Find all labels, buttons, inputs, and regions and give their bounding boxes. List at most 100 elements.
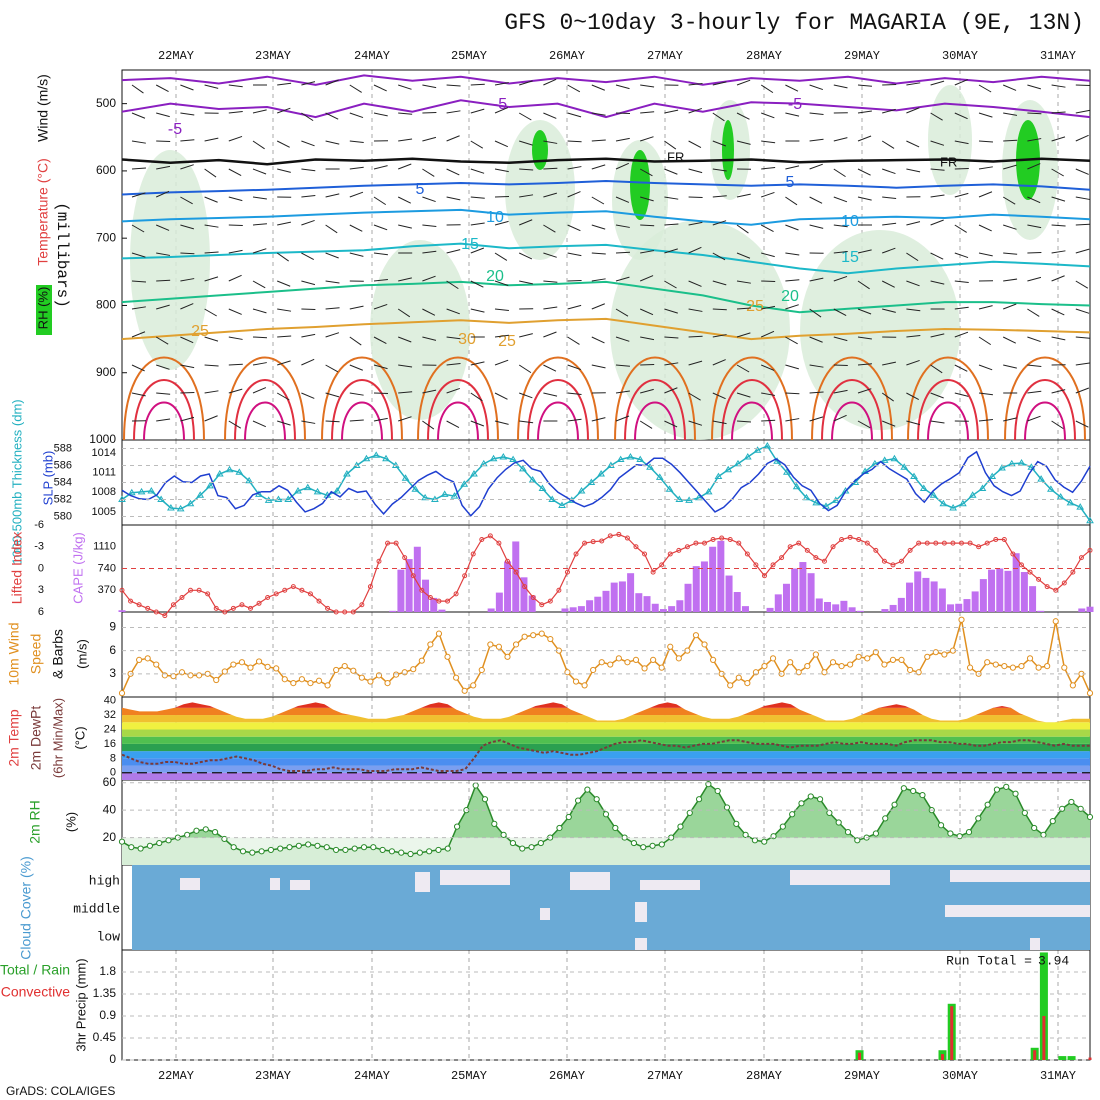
wind-barb (446, 387, 461, 394)
wind-barb (1003, 252, 1018, 255)
cape-bar (1012, 553, 1020, 612)
wind-barb (155, 336, 169, 345)
wind-barb (639, 308, 654, 316)
wind-barb (978, 112, 993, 118)
wind-barb (785, 418, 800, 422)
wind-barb (688, 221, 703, 226)
cape-bar (955, 603, 963, 612)
li-point (881, 558, 887, 564)
warm-contour-lobe (123, 356, 205, 441)
rh2m-point (789, 811, 796, 818)
li-point (462, 573, 468, 579)
wind-barb (785, 112, 800, 117)
wind-barb (664, 336, 679, 339)
rh2m-point (761, 838, 768, 845)
wind-barb (446, 168, 460, 176)
wind-barb (422, 250, 437, 254)
cape-bar (791, 568, 799, 612)
wind-barb (567, 364, 582, 371)
wind10m-point (273, 665, 280, 672)
wind-barb (494, 220, 509, 226)
li-point (316, 598, 322, 604)
thickness-point (382, 454, 390, 462)
rh2m-point (723, 804, 731, 811)
li-point (856, 537, 862, 542)
rh2m-point (1021, 809, 1028, 817)
li-point (590, 539, 596, 545)
wind-barb (591, 196, 605, 205)
wind-barb (470, 420, 485, 427)
wind10m-point (487, 641, 494, 648)
wind-barb (712, 81, 727, 86)
li-point (282, 587, 288, 593)
li-point (633, 544, 639, 550)
wind-barb (906, 140, 920, 148)
li-point (761, 573, 767, 579)
temperature-contour-FR (121, 157, 1091, 166)
wind-barb (567, 166, 582, 170)
wind-barb (325, 79, 339, 86)
date-label-top: 25MAY (451, 49, 487, 63)
precip-conv-bar (1088, 1057, 1092, 1060)
thickness-point (1017, 458, 1026, 466)
rh2m-point (388, 848, 396, 855)
wind10m-point (641, 665, 648, 672)
li-point (607, 533, 613, 539)
li-point (864, 540, 870, 546)
wind-barb (857, 363, 872, 366)
temp-tick-label: 16 (104, 738, 116, 750)
date-label-top: 26MAY (549, 49, 585, 63)
rh2m-point (565, 813, 572, 821)
wind-barb (688, 420, 703, 426)
wind-barb (349, 112, 364, 119)
wind-barb (204, 224, 219, 228)
li-point (256, 600, 262, 606)
pressure-tick-label: 600 (96, 163, 116, 177)
li-point (367, 584, 373, 590)
li-point (642, 551, 648, 557)
rh2m-point (649, 842, 656, 849)
rh-tick-label: 60 (103, 775, 117, 789)
wind-barb (833, 196, 848, 203)
li-point (744, 551, 750, 557)
li-point (702, 540, 708, 546)
thickness-point (127, 488, 136, 496)
cape-bar (717, 540, 725, 612)
rh2m-point (305, 841, 312, 848)
wind10m-point (444, 653, 451, 660)
wind-barb (833, 251, 848, 254)
li-point (539, 602, 545, 608)
wind-barb (1051, 420, 1064, 430)
wind-barb (736, 392, 751, 398)
cape-bar (938, 588, 946, 612)
temperature-contour-10 (121, 208, 1091, 226)
wind-barb (398, 138, 413, 142)
precip-conv-label: Convective (1, 984, 70, 1000)
rh-low-band (122, 837, 1090, 865)
wind-barb (1027, 364, 1042, 367)
wind-barb (809, 277, 824, 282)
cloud-gap (635, 902, 647, 922)
li-point (830, 544, 836, 550)
rh-shading (505, 120, 575, 260)
rh2m-point (146, 842, 154, 849)
wind-barb (978, 191, 993, 198)
rh2m-point (937, 822, 945, 829)
thickness-point (783, 468, 791, 475)
cape-bar (988, 569, 996, 612)
cape-bar (889, 604, 897, 612)
wind10m-point (410, 666, 417, 673)
rh2m-point (342, 846, 349, 854)
cape-bar (618, 581, 626, 612)
wind-barb (228, 274, 242, 282)
wind10m-point (290, 679, 297, 687)
rh2m-point (472, 782, 479, 789)
cloud-gap (290, 880, 310, 890)
wind10m-point (136, 656, 143, 664)
wind-barb (1051, 275, 1065, 282)
thickness-point (421, 493, 429, 501)
wind-barb (954, 280, 969, 283)
thickness-point (284, 495, 293, 502)
wind-barb (277, 82, 292, 86)
date-label-top: 30MAY (942, 49, 978, 63)
